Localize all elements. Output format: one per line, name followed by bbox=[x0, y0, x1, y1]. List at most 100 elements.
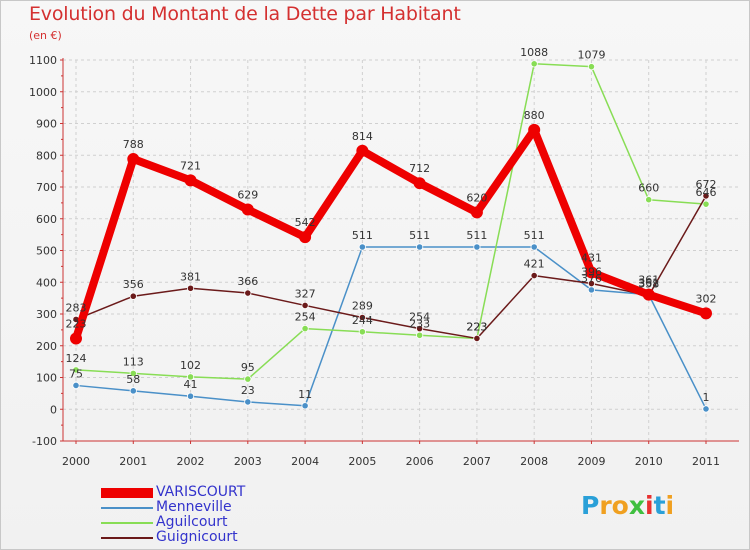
data-point-aguilcourt bbox=[72, 366, 80, 374]
y-tick-label: 0 bbox=[50, 403, 57, 416]
data-label-aguilcourt: 113 bbox=[123, 355, 144, 368]
data-label-menneville: 75 bbox=[69, 367, 83, 380]
data-point-guignicourt bbox=[129, 292, 137, 300]
y-tick-label: 600 bbox=[36, 213, 57, 226]
data-label-variscourt: 814 bbox=[352, 130, 373, 143]
data-label-variscourt: 302 bbox=[696, 292, 717, 305]
data-label-guignicourt: 421 bbox=[524, 258, 545, 271]
legend-item-aguilcourt: Aguilcourt bbox=[101, 515, 301, 530]
data-label-variscourt: 721 bbox=[180, 159, 201, 172]
data-label-guignicourt: 254 bbox=[409, 311, 430, 324]
legend-swatch bbox=[101, 522, 153, 524]
logo-letter: i bbox=[645, 491, 654, 520]
data-point-variscourt bbox=[642, 288, 655, 301]
data-point-menneville bbox=[473, 243, 481, 251]
data-point-menneville bbox=[530, 243, 538, 251]
chart-subtitle: (en €) bbox=[29, 29, 62, 42]
data-label-aguilcourt: 95 bbox=[241, 361, 255, 374]
x-tick-label: 2000 bbox=[62, 455, 90, 468]
x-tick-label: 2004 bbox=[291, 455, 319, 468]
legend-label: Menneville bbox=[156, 499, 232, 515]
data-label-aguilcourt: 1088 bbox=[520, 46, 548, 59]
data-point-variscourt bbox=[528, 123, 541, 136]
y-tick-label: 300 bbox=[36, 308, 57, 321]
data-point-aguilcourt bbox=[530, 60, 538, 68]
data-label-guignicourt: 672 bbox=[696, 178, 717, 191]
data-label-variscourt: 788 bbox=[123, 138, 144, 151]
legend-label: Aguilcourt bbox=[156, 514, 228, 530]
data-label-menneville: 511 bbox=[524, 229, 545, 242]
data-label-guignicourt: 223 bbox=[466, 320, 487, 333]
legend-label: VARISCOURT bbox=[156, 484, 246, 500]
series-menneville bbox=[72, 243, 710, 413]
x-tick-label: 2007 bbox=[463, 455, 491, 468]
data-label-aguilcourt: 660 bbox=[638, 182, 659, 195]
data-label-guignicourt: 358 bbox=[638, 278, 659, 291]
y-tick-label: -100 bbox=[32, 435, 57, 448]
data-label-variscourt: 712 bbox=[409, 162, 430, 175]
x-tick-label: 2011 bbox=[692, 455, 720, 468]
data-label-aguilcourt: 254 bbox=[295, 311, 316, 324]
data-point-menneville bbox=[416, 243, 424, 251]
data-label-aguilcourt: 102 bbox=[180, 359, 201, 372]
legend-swatch bbox=[101, 507, 153, 509]
data-label-guignicourt: 327 bbox=[295, 287, 316, 300]
data-label-variscourt: 542 bbox=[295, 216, 316, 229]
x-tick-label: 2008 bbox=[520, 455, 548, 468]
data-point-menneville bbox=[301, 402, 309, 410]
data-label-menneville: 11 bbox=[298, 388, 312, 401]
x-tick-label: 2002 bbox=[177, 455, 205, 468]
chart-title: Evolution du Montant de la Dette par Hab… bbox=[29, 3, 461, 25]
data-label-menneville: 376 bbox=[581, 272, 602, 285]
data-point-variscourt bbox=[70, 332, 82, 345]
data-point-variscourt bbox=[184, 174, 197, 187]
logo-letter: r bbox=[599, 491, 612, 520]
chart-legend: VARISCOURT Menneville Aguilcourt Guignicour… bbox=[101, 485, 301, 545]
y-tick-label: 100 bbox=[36, 372, 57, 385]
logo-letter: o bbox=[611, 491, 629, 520]
data-label-menneville: 511 bbox=[409, 229, 430, 242]
data-point-variscourt bbox=[241, 203, 254, 216]
data-point-variscourt bbox=[585, 266, 598, 279]
y-tick-label: 400 bbox=[36, 276, 57, 289]
y-tick-label: 800 bbox=[36, 149, 57, 162]
data-point-guignicourt bbox=[473, 334, 481, 343]
data-point-guignicourt bbox=[587, 279, 596, 288]
data-point-guignicourt bbox=[244, 289, 252, 297]
series-line-guignicourt bbox=[75, 195, 707, 340]
legend-item-menneville: Menneville bbox=[101, 500, 301, 515]
data-label-guignicourt: 283 bbox=[66, 301, 87, 314]
data-point-aguilcourt bbox=[301, 325, 309, 333]
data-point-aguilcourt bbox=[244, 375, 252, 383]
data-point-guignicourt bbox=[702, 192, 710, 200]
legend-swatch bbox=[101, 537, 153, 539]
x-tick-label: 2003 bbox=[234, 455, 262, 468]
legend-item-guignicourt: Guignicourt bbox=[101, 530, 301, 545]
legend-label: Guignicourt bbox=[156, 529, 238, 545]
data-label-menneville: 511 bbox=[352, 229, 373, 242]
data-label-guignicourt: 396 bbox=[581, 266, 602, 279]
data-label-variscourt: 223 bbox=[66, 317, 87, 330]
data-label-aguilcourt: 124 bbox=[66, 352, 87, 365]
x-tick-label: 2001 bbox=[119, 455, 147, 468]
legend-item-variscourt: VARISCOURT bbox=[101, 485, 301, 500]
data-label-menneville: 58 bbox=[126, 373, 140, 386]
legend-swatch bbox=[101, 488, 153, 498]
data-label-aguilcourt: 646 bbox=[696, 186, 717, 199]
data-label-variscourt: 361 bbox=[638, 274, 659, 287]
data-point-menneville bbox=[358, 243, 366, 251]
logo-letter: P bbox=[581, 491, 600, 520]
data-label-variscourt: 629 bbox=[237, 189, 258, 202]
series-variscourt bbox=[70, 123, 712, 345]
data-label-menneville: 41 bbox=[184, 378, 198, 391]
series-aguilcourt bbox=[72, 60, 710, 383]
y-tick-label: 900 bbox=[36, 118, 57, 131]
data-label-aguilcourt: 223 bbox=[466, 320, 487, 333]
data-point-variscourt bbox=[127, 153, 140, 166]
y-tick-label: 700 bbox=[36, 181, 57, 194]
logo-letter: x bbox=[628, 491, 645, 520]
data-label-menneville: 511 bbox=[466, 229, 487, 242]
data-label-aguilcourt: 1079 bbox=[577, 49, 605, 62]
